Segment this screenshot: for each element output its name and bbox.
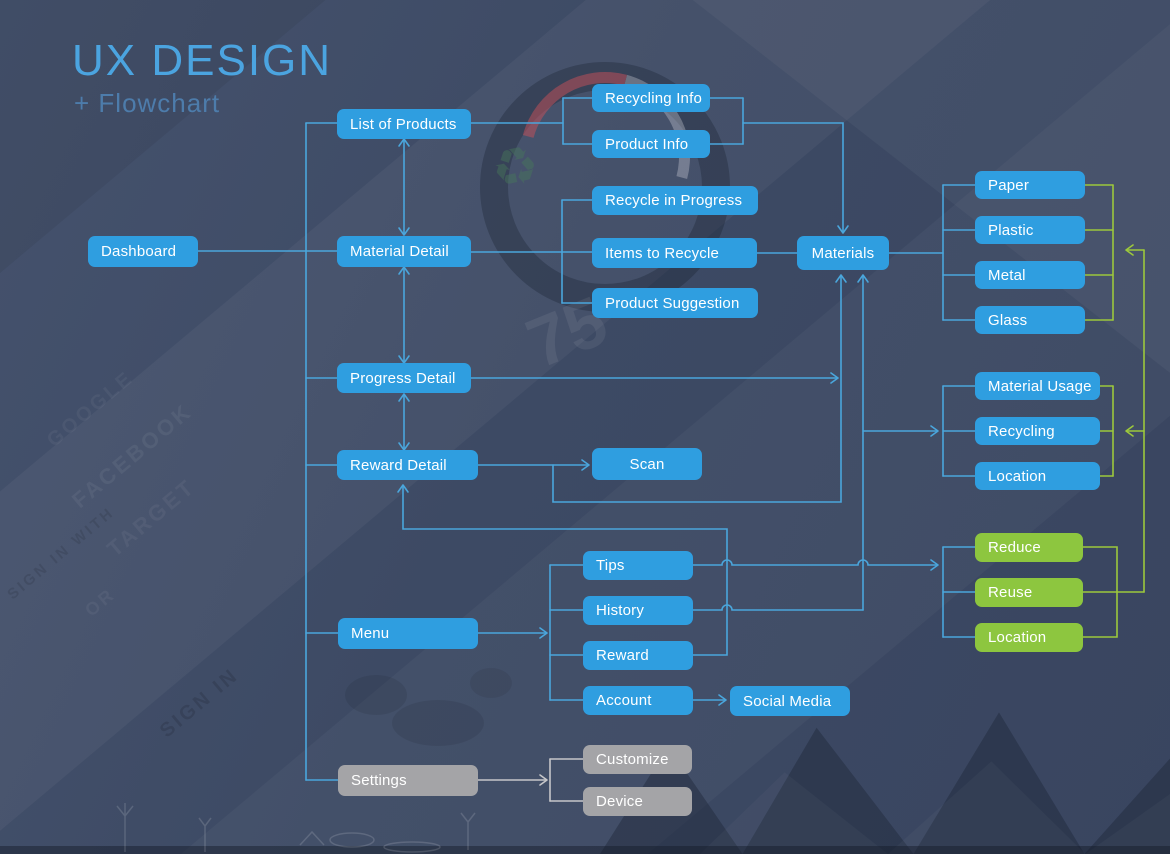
flow-edge (1082, 546, 1118, 638)
flow-edge (552, 276, 842, 503)
arrowhead-right (539, 627, 548, 639)
node-scan: Scan (592, 448, 702, 480)
arrowhead-left (1125, 425, 1134, 437)
arrowhead-left (1125, 244, 1134, 256)
node-location-green: Location (975, 623, 1083, 652)
arrowhead-up (398, 393, 410, 402)
node-settings: Settings (338, 765, 478, 796)
arrowhead-up (397, 484, 409, 493)
node-recycling-info: Recycling Info (592, 84, 710, 112)
eco-line-art (116, 803, 476, 853)
arrowhead-up (835, 274, 847, 283)
node-material-usage: Material Usage (975, 372, 1100, 400)
node-paper: Paper (975, 171, 1085, 199)
arrowhead-right (539, 774, 548, 786)
node-location-blue: Location (975, 462, 1100, 490)
arrowhead-up (857, 274, 869, 283)
arrowhead-down (398, 227, 410, 236)
node-recycling: Recycling (975, 417, 1100, 445)
arrowhead-down (837, 225, 849, 234)
node-history: History (583, 596, 693, 625)
node-reward: Reward (583, 641, 693, 670)
node-plastic: Plastic (975, 216, 1085, 244)
node-product-suggestion: Product Suggestion (592, 288, 758, 318)
flow-edge (692, 559, 937, 566)
node-product-info: Product Info (592, 130, 710, 158)
node-menu: Menu (338, 618, 478, 649)
arrowhead-right (830, 372, 839, 384)
node-list-of-products: List of Products (337, 109, 471, 139)
node-dashboard: Dashboard (88, 236, 198, 267)
node-reuse: Reuse (975, 578, 1083, 607)
node-progress-detail: Progress Detail (337, 363, 471, 393)
node-reward-detail: Reward Detail (337, 450, 478, 480)
arrowhead-right (581, 459, 590, 471)
node-account: Account (583, 686, 693, 715)
node-tips: Tips (583, 551, 693, 580)
node-device: Device (583, 787, 692, 816)
arrowhead-right (930, 559, 939, 571)
arrowhead-right (930, 425, 939, 437)
arrowhead-up (398, 266, 410, 275)
node-metal: Metal (975, 261, 1085, 289)
node-material-detail: Material Detail (337, 236, 471, 267)
node-social-media: Social Media (730, 686, 850, 716)
node-reduce: Reduce (975, 533, 1083, 562)
page-title: UX DESIGN (72, 36, 333, 85)
node-items-to-recycle: Items to Recycle (592, 238, 757, 268)
flow-edge (742, 122, 844, 232)
node-recycle-in-progress: Recycle in Progress (592, 186, 758, 215)
page-subtitle: + Flowchart (74, 88, 221, 118)
node-glass: Glass (975, 306, 1085, 334)
arrowhead-up (398, 138, 410, 147)
arrowhead-right (718, 694, 727, 706)
node-customize: Customize (583, 745, 692, 774)
flow-edge (402, 486, 728, 656)
flow-edge (692, 604, 864, 611)
node-materials: Materials (797, 236, 889, 270)
